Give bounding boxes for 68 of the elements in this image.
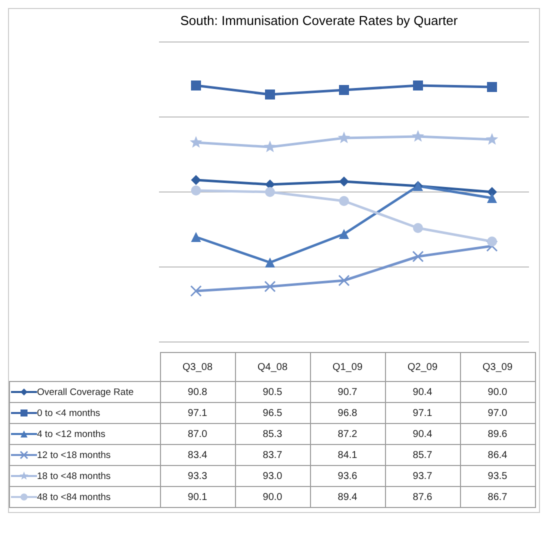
point: [339, 196, 349, 206]
legend-label: Overall Coverage Rate: [10, 382, 160, 402]
legend-label: 12 to <18 months: [10, 444, 160, 466]
point: [191, 175, 201, 185]
data-label: 97.0: [460, 402, 535, 424]
data-label: 93.0: [235, 466, 310, 486]
legend-label: 4 to <12 months: [10, 424, 160, 444]
x-tick-label: Q2_09: [385, 352, 460, 382]
point: [487, 236, 497, 246]
data-label: 93.5: [460, 466, 535, 486]
x-tick-label: Q3_09: [460, 352, 535, 382]
point: [339, 176, 349, 186]
data-label: 85.3: [235, 424, 310, 444]
point: [412, 130, 424, 142]
data-label: 93.6: [310, 466, 385, 486]
data-label: 89.6: [460, 424, 535, 444]
point: [264, 280, 276, 292]
data-label: 90.4: [385, 424, 460, 444]
data-label: 93.3: [160, 466, 235, 486]
point: [191, 80, 201, 90]
data-label: 90.0: [460, 382, 535, 402]
point: [486, 240, 498, 252]
point: [413, 80, 423, 90]
point: [487, 82, 497, 92]
data-label: 90.4: [385, 382, 460, 402]
data-label: 93.7: [385, 466, 460, 486]
data-label: 96.5: [235, 402, 310, 424]
data-label: 87.0: [160, 424, 235, 444]
x-tick-label: Q3_08: [160, 352, 235, 382]
point: [190, 285, 202, 297]
data-label: 89.4: [310, 486, 385, 508]
legend-label: 18 to <48 months: [10, 466, 160, 486]
point: [191, 186, 201, 196]
data-label: 96.8: [310, 402, 385, 424]
data-label: 87.6: [385, 486, 460, 508]
point: [265, 258, 275, 268]
data-label: 90.0: [235, 486, 310, 508]
legend-label: 0 to <4 months: [10, 402, 160, 424]
point: [339, 85, 349, 95]
legend-label: 48 to <84 months: [10, 486, 160, 508]
data-label: 97.1: [160, 402, 235, 424]
point: [264, 140, 276, 152]
point: [265, 90, 275, 100]
data-label: 86.7: [460, 486, 535, 508]
point: [265, 187, 275, 197]
point: [191, 232, 201, 242]
point: [486, 133, 498, 145]
data-label: 97.1: [385, 402, 460, 424]
data-label: 83.7: [235, 444, 310, 466]
data-label: 90.8: [160, 382, 235, 402]
point: [413, 223, 423, 233]
x-tick-label: Q4_08: [235, 352, 310, 382]
data-label: 90.5: [235, 382, 310, 402]
data-label: 85.7: [385, 444, 460, 466]
point: [412, 250, 424, 262]
point: [338, 132, 350, 144]
data-label: 90.7: [310, 382, 385, 402]
point: [338, 274, 350, 286]
point: [190, 136, 202, 148]
x-tick-label: Q1_09: [310, 352, 385, 382]
data-label: 83.4: [160, 444, 235, 466]
data-label: 86.4: [460, 444, 535, 466]
point: [339, 229, 349, 239]
data-label: 87.2: [310, 424, 385, 444]
data-label: 90.1: [160, 486, 235, 508]
chart-title: South: Immunisation Coverate Rates by Quarter: [179, 13, 459, 28]
point: [487, 193, 497, 203]
data-label: 84.1: [310, 444, 385, 466]
